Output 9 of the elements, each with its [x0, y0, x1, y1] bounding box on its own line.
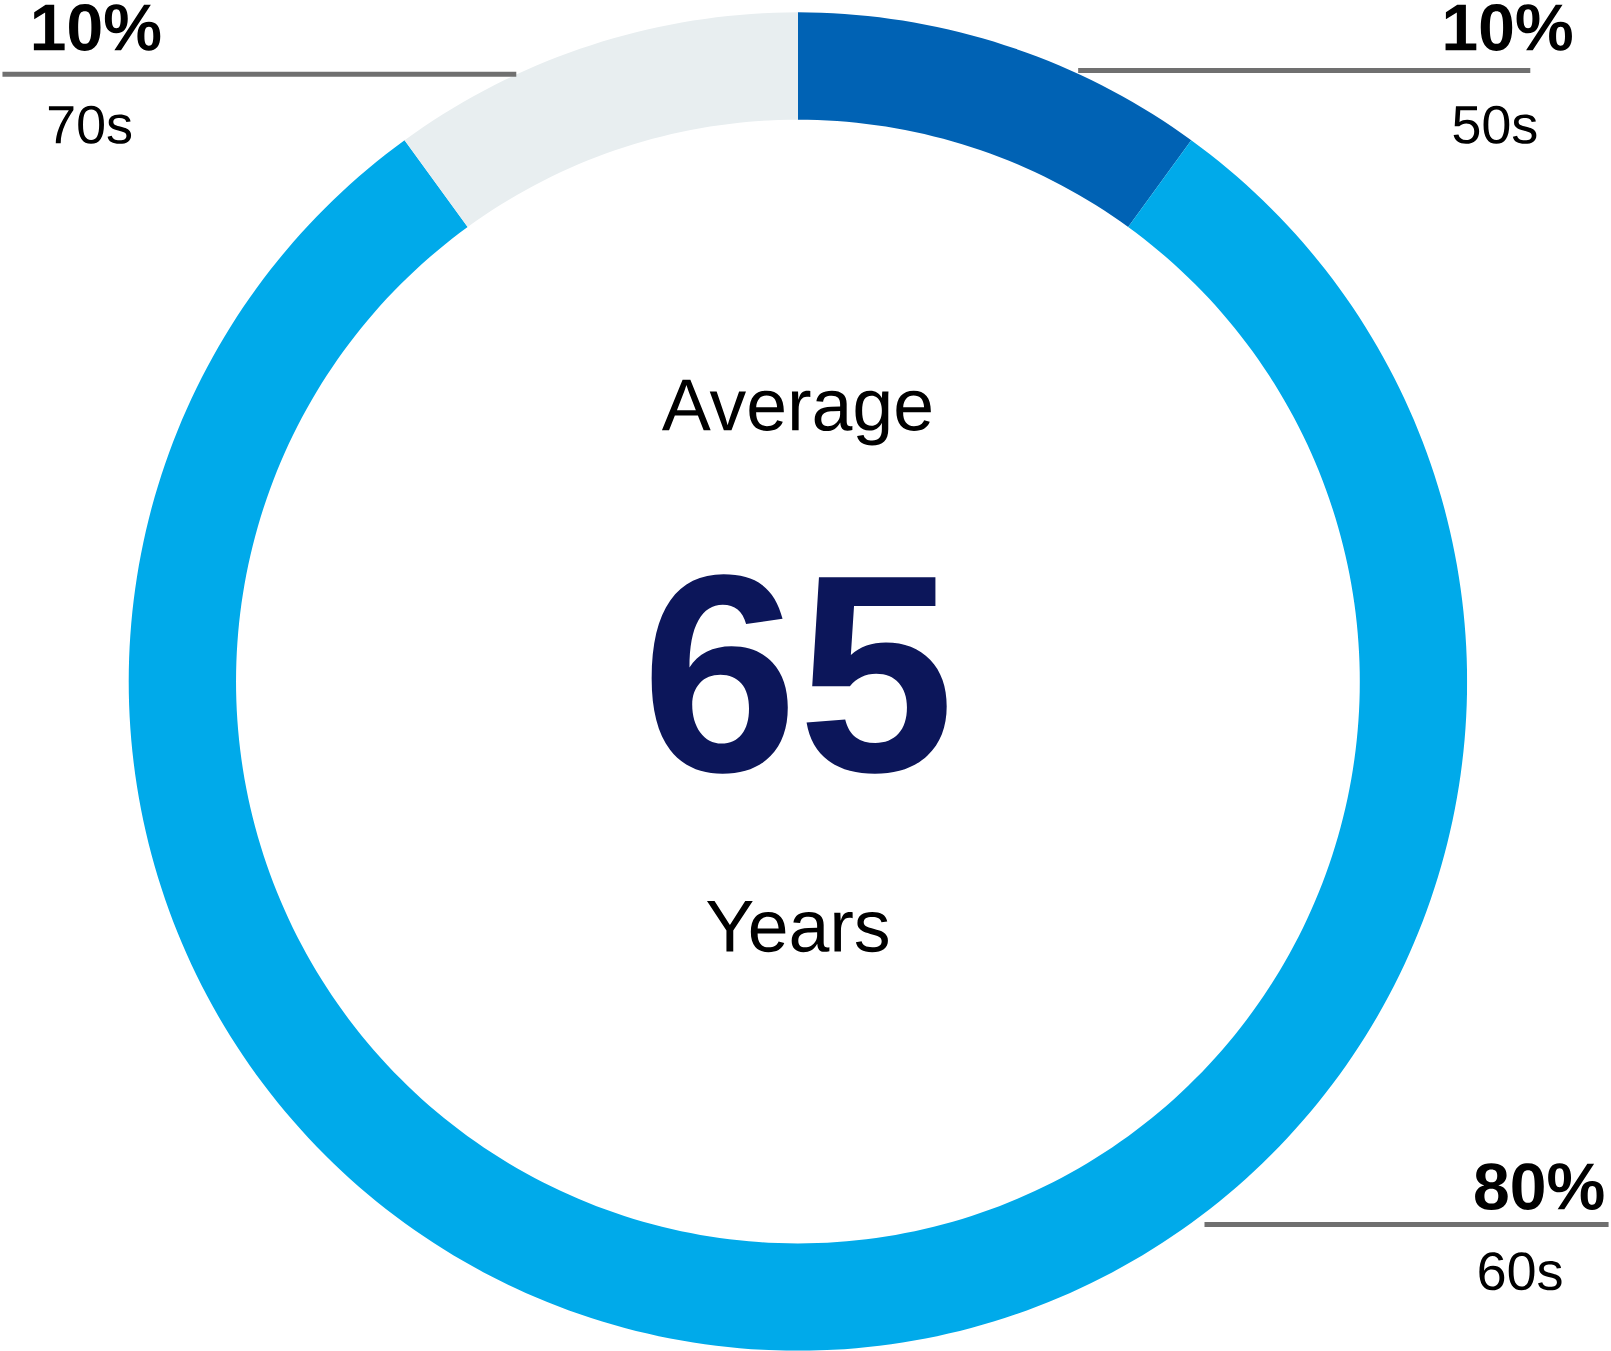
data-label: 10% [33, 4, 161, 51]
slice-label: 50s [1453, 105, 1537, 144]
slice-label: 70s [48, 105, 132, 144]
text: Years [706, 901, 888, 953]
text: 65 [651, 574, 947, 774]
slice-label: 60s [1479, 1252, 1562, 1291]
text: Average [661, 379, 931, 446]
data-label: 10% [1445, 4, 1572, 51]
data-label: 80% [1475, 1163, 1604, 1211]
